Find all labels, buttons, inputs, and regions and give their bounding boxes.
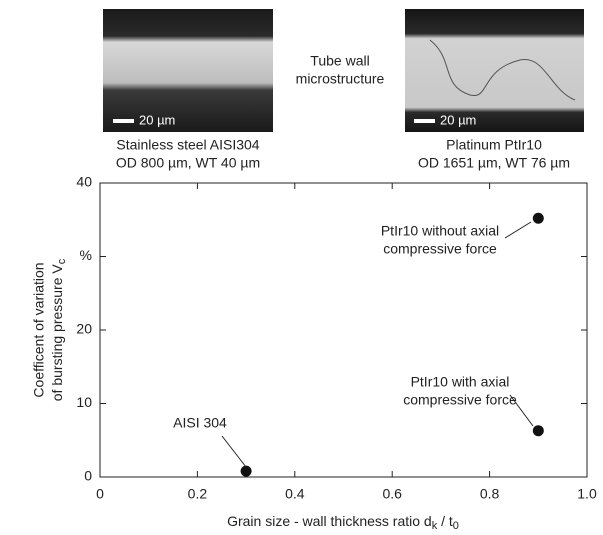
leader-line (221, 435, 247, 468)
x-tick-label: 0.4 (285, 486, 305, 502)
plot-frame (99, 182, 588, 478)
point-label: compressive force (383, 241, 497, 257)
x-tick-label: 0 (96, 486, 104, 502)
x-axis-label-text: Grain size - wall thickness ratio d (227, 513, 432, 529)
x-axis-label-sub: k (432, 520, 438, 532)
caption: OD 800 µm, WT 40 µm (116, 155, 260, 171)
y-tick-label: 0 (84, 468, 92, 484)
x-axis-label: Grain size - wall thickness ratio dk / t… (227, 513, 459, 532)
scale-label: 20 µm (139, 112, 175, 127)
data-point (240, 465, 252, 477)
y-tick-label: 10 (76, 394, 92, 410)
x-axis-label-sub: 0 (453, 520, 459, 532)
center-label: microstructure (296, 71, 385, 87)
x-tick-label: 1.0 (577, 486, 597, 502)
caption: Platinum PtIr10 (446, 137, 542, 153)
micrograph-right (405, 9, 584, 132)
y-axis-label: of bursting pressure Vc (49, 258, 68, 401)
x-tick-label: 0.8 (480, 486, 500, 502)
point-label: PtIr10 without axial (381, 223, 499, 239)
point-label: compressive force (403, 392, 517, 408)
data-point (532, 212, 544, 224)
y-tick-label: % (80, 247, 92, 263)
micrograph-left (103, 9, 273, 132)
x-axis-label-text: / t (437, 513, 453, 529)
center-label: Tube wall (310, 53, 369, 69)
leader-line (509, 394, 534, 427)
x-tick-label: 0.6 (382, 486, 402, 502)
scale-label: 20 µm (440, 112, 476, 127)
y-tick-label: 40 (76, 174, 92, 190)
leader-line (504, 221, 532, 239)
x-tick-label: 0.2 (188, 486, 208, 502)
y-axis-label-text: of bursting pressure V (49, 264, 65, 402)
y-axis-label: Coefficent of variation (31, 262, 47, 397)
grain-boundary (429, 39, 576, 101)
point-label: PtIr10 with axial (411, 374, 510, 390)
point-label: AISI 304 (173, 415, 227, 431)
caption: OD 1651 µm, WT 76 µm (418, 155, 570, 171)
data-point (532, 425, 544, 437)
caption: Stainless steel AISI304 (116, 137, 259, 153)
y-tick-label: 20 (76, 321, 92, 337)
y-axis-label-sub: c (56, 258, 68, 264)
